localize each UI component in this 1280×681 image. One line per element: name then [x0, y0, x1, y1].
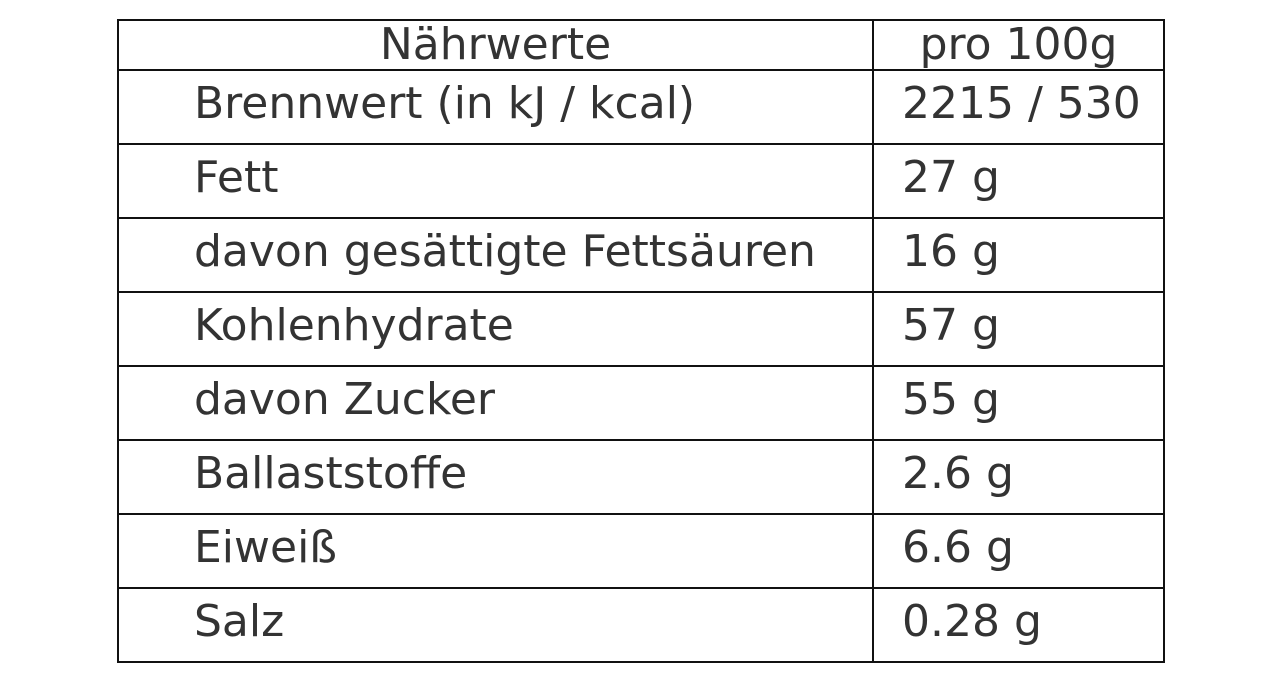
table-row: Brennwert (in kJ / kcal) 2215 / 530	[117, 69, 1165, 145]
nutrient-name: Salz	[117, 587, 874, 663]
nutrient-value: 6.6 g	[872, 513, 1165, 589]
header-per-100g: pro 100g	[872, 19, 1165, 71]
nutrient-value: 55 g	[872, 365, 1165, 441]
nutrient-value: 2.6 g	[872, 439, 1165, 515]
nutrient-name: Ballaststoffe	[117, 439, 874, 515]
table-row: Fett 27 g	[117, 143, 1165, 219]
nutrient-value: 2215 / 530	[872, 69, 1165, 145]
nutrient-value: 57 g	[872, 291, 1165, 367]
table-row: Kohlenhydrate 57 g	[117, 291, 1165, 367]
nutrient-name: davon Zucker	[117, 365, 874, 441]
nutrient-name: Eiweiß	[117, 513, 874, 589]
header-nutrients: Nährwerte	[117, 19, 874, 71]
nutrition-table: Nährwerte pro 100g Brennwert (in kJ / kc…	[117, 19, 1165, 663]
nutrient-value: 0.28 g	[872, 587, 1165, 663]
table-row: Eiweiß 6.6 g	[117, 513, 1165, 589]
nutrient-name: Fett	[117, 143, 874, 219]
nutrient-name: Kohlenhydrate	[117, 291, 874, 367]
table-row: davon Zucker 55 g	[117, 365, 1165, 441]
nutrient-name: Brennwert (in kJ / kcal)	[117, 69, 874, 145]
table-header-row: Nährwerte pro 100g	[117, 19, 1165, 71]
nutrient-value: 27 g	[872, 143, 1165, 219]
table-row: Salz 0.28 g	[117, 587, 1165, 663]
table-row: Ballaststoffe 2.6 g	[117, 439, 1165, 515]
nutrient-value: 16 g	[872, 217, 1165, 293]
nutrient-name: davon gesättigte Fettsäuren	[117, 217, 874, 293]
table-row: davon gesättigte Fettsäuren 16 g	[117, 217, 1165, 293]
